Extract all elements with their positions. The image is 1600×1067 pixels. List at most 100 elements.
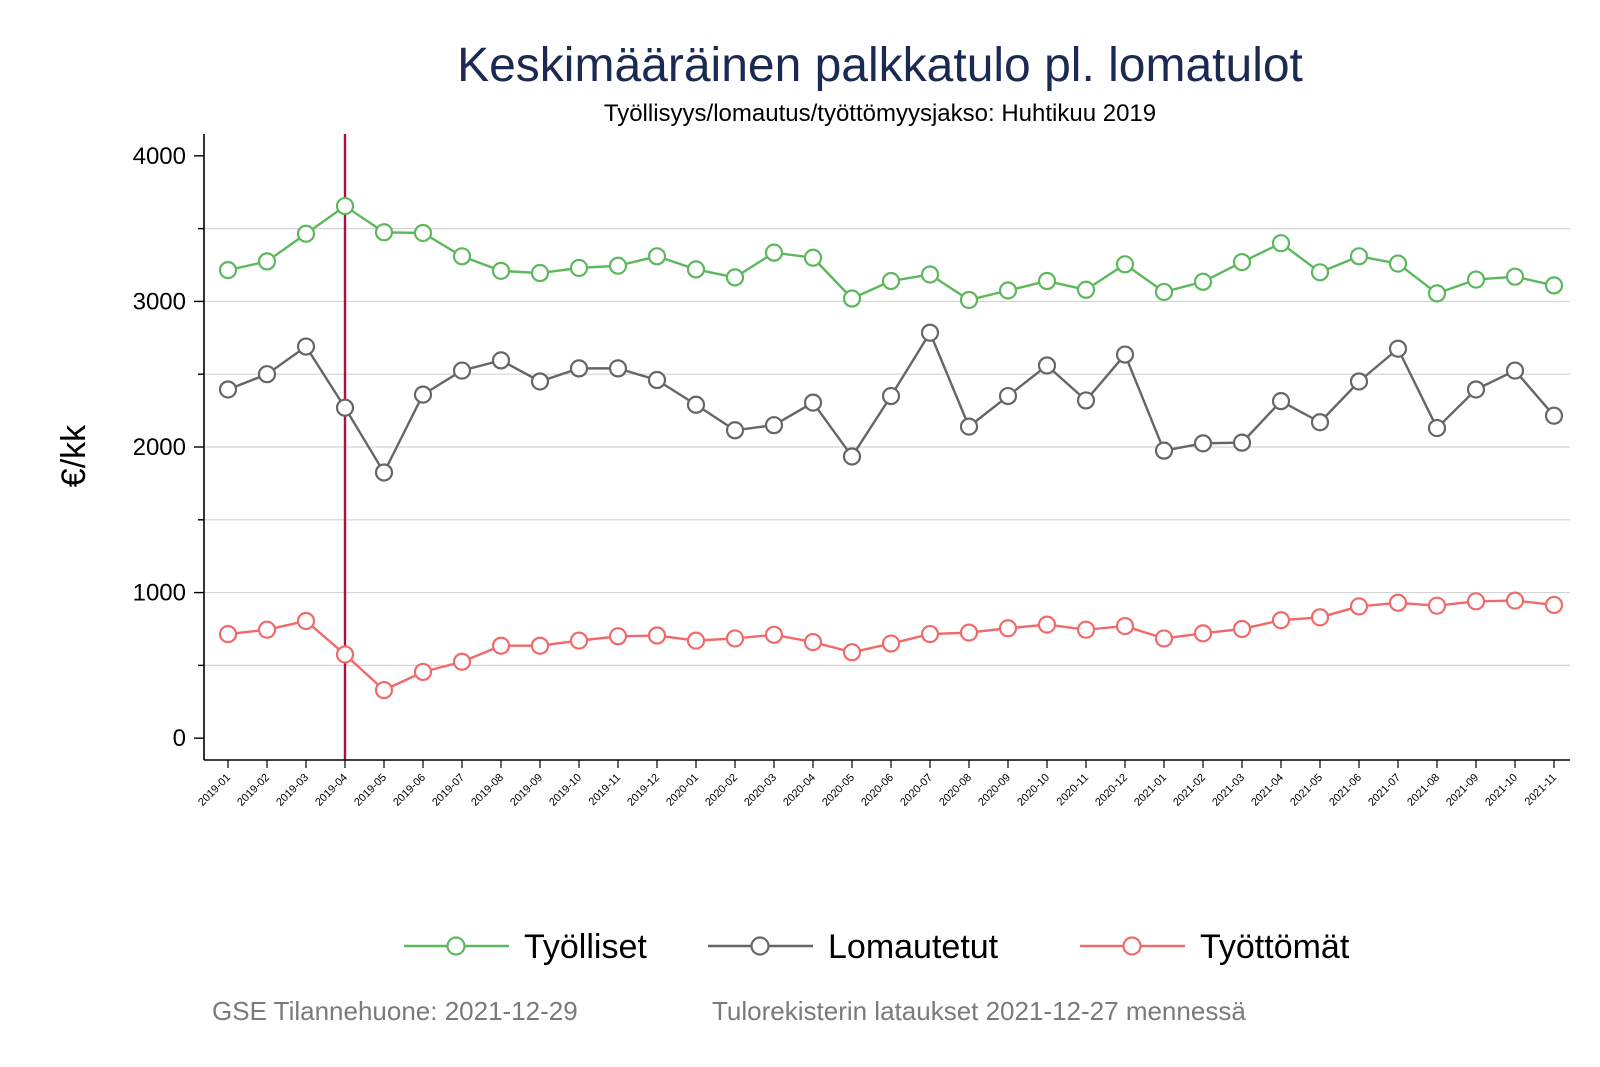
footer-data-date: Tulorekisterin lataukset 2021-12-27 menn… xyxy=(712,996,1246,1026)
data-point xyxy=(374,681,394,700)
data-point xyxy=(296,611,316,631)
data-point xyxy=(725,268,745,287)
data-point xyxy=(491,636,511,655)
data-point xyxy=(1154,441,1174,460)
x-tick-label: 2019-12 xyxy=(625,772,662,809)
legend-swatch-marker xyxy=(1122,936,1142,956)
data-point xyxy=(803,393,823,412)
data-point xyxy=(725,421,745,440)
chart-title: Keskimääräinen palkkatulo pl. lomatulot xyxy=(457,39,1303,92)
data-point xyxy=(1544,276,1564,295)
data-point xyxy=(1505,267,1525,286)
data-point xyxy=(920,624,940,644)
data-point xyxy=(1466,380,1486,399)
data-point xyxy=(881,634,901,653)
data-point xyxy=(1037,356,1057,375)
data-point xyxy=(764,416,784,435)
data-point xyxy=(491,351,511,370)
data-point xyxy=(218,380,238,399)
data-point xyxy=(686,631,706,650)
data-point xyxy=(998,619,1018,638)
data-point xyxy=(1193,272,1213,291)
data-point xyxy=(803,632,823,652)
legend-swatch-marker xyxy=(750,936,770,956)
data-point xyxy=(452,361,472,380)
data-point xyxy=(764,625,784,644)
data-point xyxy=(1349,372,1369,391)
legend-item: Työlliset xyxy=(404,928,647,966)
data-point xyxy=(335,196,355,216)
x-tick-label: 2021-01 xyxy=(1132,772,1169,809)
y-tick-label: 0 xyxy=(173,725,186,752)
x-tick-label: 2021-09 xyxy=(1444,772,1481,809)
data-point xyxy=(413,385,433,404)
x-tick-label: 2019-07 xyxy=(430,772,467,809)
x-tick-label: 2021-11 xyxy=(1523,772,1559,808)
y-tick-labels: 0 1000 2000 3000 4000 xyxy=(133,143,186,752)
data-point xyxy=(1232,253,1252,272)
x-tick-label: 2019-10 xyxy=(547,772,584,809)
x-tick-label: 2020-03 xyxy=(742,772,779,809)
data-point xyxy=(1037,615,1057,634)
x-tick-label: 2019-03 xyxy=(274,772,311,809)
data-point xyxy=(1310,608,1330,627)
data-point xyxy=(959,290,979,310)
y-axis-label: €/kk xyxy=(55,424,93,487)
y-tick-label: 4000 xyxy=(133,143,186,170)
data-point xyxy=(491,261,511,280)
series-2 xyxy=(218,323,1564,482)
data-point xyxy=(218,624,238,644)
x-tick-label: 2019-09 xyxy=(508,772,545,809)
data-point xyxy=(530,636,550,655)
data-point xyxy=(1466,270,1486,289)
x-tick-label: 2019-01 xyxy=(196,772,233,809)
data-point xyxy=(452,247,472,266)
x-tick-label: 2020-01 xyxy=(664,772,701,809)
x-tick-label: 2019-02 xyxy=(235,772,272,809)
data-point xyxy=(257,620,277,639)
data-point xyxy=(608,627,628,646)
plot-series xyxy=(218,196,1564,700)
chart-subtitle: Työllisyys/lomautus/työttömyysjakso: Huh… xyxy=(604,100,1156,127)
data-point xyxy=(1154,629,1174,648)
y-tick-label: 2000 xyxy=(133,434,186,461)
data-point xyxy=(803,248,823,267)
data-point xyxy=(1310,263,1330,282)
data-point xyxy=(1115,616,1135,636)
x-tick-label: 2020-07 xyxy=(898,772,935,809)
x-tick-label: 2020-02 xyxy=(703,772,740,809)
data-point xyxy=(374,223,394,242)
data-point xyxy=(1115,345,1135,364)
data-point xyxy=(1427,418,1447,438)
data-point xyxy=(920,323,940,342)
data-point xyxy=(569,359,589,378)
x-tick-label: 2021-03 xyxy=(1210,772,1247,809)
x-tick-label: 2020-08 xyxy=(937,772,974,809)
series-1 xyxy=(218,196,1564,310)
data-point xyxy=(686,395,706,414)
data-point xyxy=(1427,596,1447,615)
x-tick-label: 2019-06 xyxy=(391,772,428,809)
data-point xyxy=(257,365,277,384)
data-point xyxy=(1310,413,1330,432)
x-tick-label: 2020-06 xyxy=(859,772,896,809)
data-point xyxy=(296,224,316,243)
legend-label: Lomautetut xyxy=(828,928,999,966)
data-point xyxy=(335,398,355,417)
data-point xyxy=(842,447,862,466)
x-tick-label: 2021-04 xyxy=(1249,772,1286,809)
x-tick-label: 2020-04 xyxy=(781,772,818,809)
data-point xyxy=(452,652,472,671)
data-point xyxy=(881,271,901,291)
x-tick-label: 2019-04 xyxy=(313,772,350,809)
data-point xyxy=(1349,247,1369,266)
data-point xyxy=(1076,620,1096,639)
data-point xyxy=(998,386,1018,406)
data-point xyxy=(1115,255,1135,274)
data-point xyxy=(608,256,628,275)
data-point xyxy=(842,289,862,308)
legend-item: Lomautetut xyxy=(708,928,999,966)
data-point xyxy=(530,372,550,391)
legend-label: Työlliset xyxy=(524,928,647,966)
data-point xyxy=(413,662,433,682)
